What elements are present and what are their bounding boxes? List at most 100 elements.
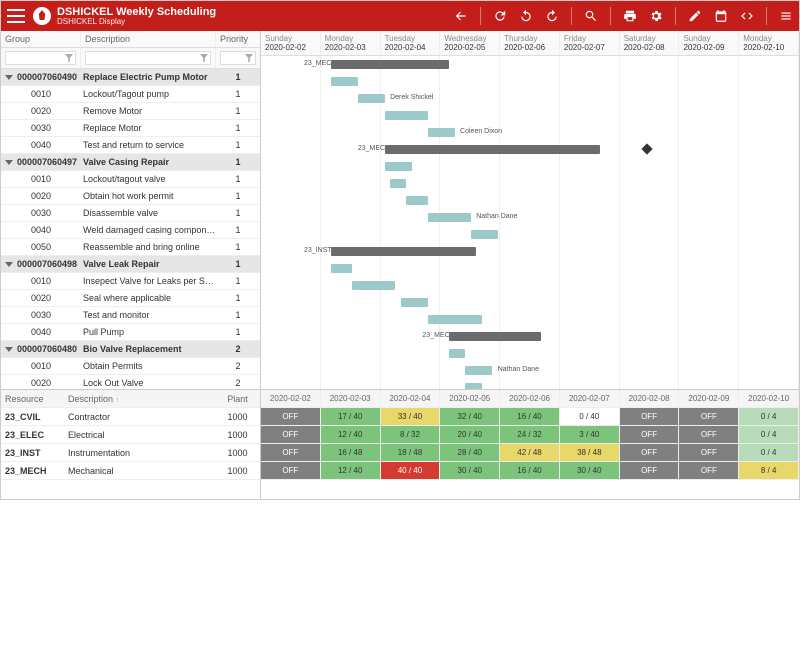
calendar-day-header[interactable]: Saturday2020-02-08 xyxy=(620,31,680,55)
task-group-row[interactable]: 000007060498Valve Leak Repair1 xyxy=(1,256,260,273)
task-item-row[interactable]: 0010Lockout/tagout valve1 xyxy=(1,171,260,188)
capacity-cell[interactable]: 12 / 40 xyxy=(321,426,381,443)
capacity-cell[interactable]: 28 / 40 xyxy=(440,444,500,461)
capacity-cell[interactable]: OFF xyxy=(261,426,321,443)
col-resource-desc[interactable]: Description ↑ xyxy=(66,394,215,404)
milestone-icon[interactable] xyxy=(641,143,652,154)
capacity-cell[interactable]: 0 / 40 xyxy=(560,408,620,425)
gantt-summary-bar[interactable] xyxy=(331,60,449,69)
calendar-icon[interactable] xyxy=(714,9,728,23)
capacity-cell[interactable]: OFF xyxy=(679,444,739,461)
task-item-row[interactable]: 0020Obtain hot work permit1 xyxy=(1,188,260,205)
task-group-row[interactable]: 000007060490Replace Electric Pump Motor1 xyxy=(1,69,260,86)
task-item-row[interactable]: 0020Seal where applicable1 xyxy=(1,290,260,307)
capacity-cell[interactable]: 0 / 4 xyxy=(739,408,799,425)
gantt-task-bar[interactable] xyxy=(471,230,498,239)
gantt-summary-bar[interactable] xyxy=(385,145,600,154)
capacity-cell[interactable]: 16 / 40 xyxy=(500,462,560,479)
list-icon[interactable] xyxy=(779,9,793,23)
capacity-cell[interactable]: 24 / 32 xyxy=(500,426,560,443)
undo-icon[interactable] xyxy=(519,9,533,23)
task-item-row[interactable]: 0020Remove Motor1 xyxy=(1,103,260,120)
calendar-day-header[interactable]: Monday2020-02-10 xyxy=(739,31,799,55)
redo-icon[interactable] xyxy=(545,9,559,23)
capacity-cell[interactable]: 8 / 32 xyxy=(381,426,441,443)
gantt-task-bar[interactable] xyxy=(385,162,412,171)
print-icon[interactable] xyxy=(623,9,637,23)
capacity-cell[interactable]: 30 / 40 xyxy=(560,462,620,479)
calendar-day-header[interactable]: Sunday2020-02-02 xyxy=(261,31,321,55)
calendar-day-header[interactable]: Wednesday2020-02-05 xyxy=(440,31,500,55)
capacity-cell[interactable]: 18 / 48 xyxy=(381,444,441,461)
capacity-cell[interactable]: 42 / 48 xyxy=(500,444,560,461)
code-icon[interactable] xyxy=(740,9,754,23)
resource-row[interactable]: 23_INSTInstrumentation1000 xyxy=(1,444,260,462)
col-resource[interactable]: Resource xyxy=(1,394,66,404)
calendar-day-header[interactable]: Sunday2020-02-09 xyxy=(679,31,739,55)
task-item-row[interactable]: 0010Insepect Valve for Leaks per SOW1 xyxy=(1,273,260,290)
task-group-row[interactable]: 000007060480Bio Valve Replacement2 xyxy=(1,341,260,358)
gantt-task-bar[interactable] xyxy=(428,128,455,137)
gantt-task-bar[interactable] xyxy=(390,179,406,188)
gantt-task-bar[interactable] xyxy=(358,94,385,103)
search-icon[interactable] xyxy=(584,9,598,23)
capacity-cell[interactable]: OFF xyxy=(679,426,739,443)
task-item-row[interactable]: 0040Weld damaged casing components1 xyxy=(1,222,260,239)
task-item-row[interactable]: 0010Lockout/Tagout pump1 xyxy=(1,86,260,103)
capacity-cell[interactable]: OFF xyxy=(261,444,321,461)
capacity-cell[interactable]: OFF xyxy=(620,462,680,479)
gantt-task-bar[interactable] xyxy=(331,264,353,273)
col-header-description[interactable]: Description xyxy=(81,31,216,47)
calendar-day-header[interactable]: Friday2020-02-07 xyxy=(560,31,620,55)
task-item-row[interactable]: 0020Lock Out Valve2 xyxy=(1,375,260,389)
capacity-cell[interactable]: 32 / 40 xyxy=(440,408,500,425)
refresh-icon[interactable] xyxy=(493,9,507,23)
gantt-task-bar[interactable] xyxy=(428,213,471,222)
capacity-cell[interactable]: 12 / 40 xyxy=(321,462,381,479)
capacity-cell[interactable]: 3 / 40 xyxy=(560,426,620,443)
capacity-cell[interactable]: 16 / 48 xyxy=(321,444,381,461)
edit-icon[interactable] xyxy=(688,9,702,23)
capacity-cell[interactable]: 30 / 40 xyxy=(440,462,500,479)
capacity-cell[interactable]: OFF xyxy=(679,408,739,425)
capacity-cell[interactable]: OFF xyxy=(620,444,680,461)
gantt-task-bar[interactable] xyxy=(406,196,428,205)
gantt-task-bar[interactable] xyxy=(352,281,395,290)
gantt-chart[interactable]: 23_MECHDerek ShickelColeen Dixon23_MECHN… xyxy=(261,56,799,389)
gantt-task-bar[interactable] xyxy=(428,315,482,324)
calendar-day-header[interactable]: Tuesday2020-02-04 xyxy=(381,31,441,55)
col-plant[interactable]: Plant xyxy=(215,394,260,404)
calendar-day-header[interactable]: Monday2020-02-03 xyxy=(321,31,381,55)
gantt-task-bar[interactable] xyxy=(465,383,481,389)
calendar-day-header[interactable]: Thursday2020-02-06 xyxy=(500,31,560,55)
capacity-cell[interactable]: OFF xyxy=(620,408,680,425)
gantt-task-bar[interactable] xyxy=(385,111,428,120)
task-item-row[interactable]: 0030Test and monitor1 xyxy=(1,307,260,324)
capacity-date-header[interactable]: 2020-02-04 xyxy=(381,390,441,407)
capacity-cell[interactable]: OFF xyxy=(620,426,680,443)
task-tree[interactable]: 000007060490Replace Electric Pump Motor1… xyxy=(1,69,260,389)
col-header-group[interactable]: Group xyxy=(1,31,81,47)
capacity-cell[interactable]: 33 / 40 xyxy=(381,408,441,425)
capacity-cell[interactable]: 8 / 4 xyxy=(739,462,799,479)
resource-row[interactable]: 23_CVILContractor1000 xyxy=(1,408,260,426)
capacity-cell[interactable]: 17 / 40 xyxy=(321,408,381,425)
back-icon[interactable] xyxy=(454,9,468,23)
gantt-task-bar[interactable] xyxy=(449,349,465,358)
task-item-row[interactable]: 0030Disassemble valve1 xyxy=(1,205,260,222)
capacity-cell[interactable]: 20 / 40 xyxy=(440,426,500,443)
gantt-summary-bar[interactable] xyxy=(449,332,540,341)
task-item-row[interactable]: 0050Reassemble and bring online1 xyxy=(1,239,260,256)
capacity-cell[interactable]: 0 / 4 xyxy=(739,444,799,461)
capacity-cell[interactable]: 40 / 40 xyxy=(381,462,441,479)
capacity-cell[interactable]: 38 / 48 xyxy=(560,444,620,461)
capacity-cell[interactable]: OFF xyxy=(261,408,321,425)
gantt-summary-bar[interactable] xyxy=(331,247,476,256)
capacity-cell[interactable]: 16 / 40 xyxy=(500,408,560,425)
capacity-cell[interactable]: 0 / 4 xyxy=(739,426,799,443)
capacity-date-header[interactable]: 2020-02-05 xyxy=(440,390,500,407)
capacity-cell[interactable]: OFF xyxy=(261,462,321,479)
capacity-date-header[interactable]: 2020-02-06 xyxy=(500,390,560,407)
task-item-row[interactable]: 0040Test and return to service1 xyxy=(1,137,260,154)
task-group-row[interactable]: 000007060497Valve Casing Repair1 xyxy=(1,154,260,171)
